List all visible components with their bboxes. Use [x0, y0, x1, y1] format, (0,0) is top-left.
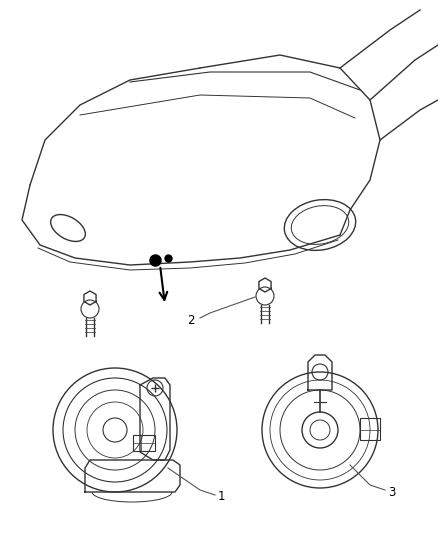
Text: 1: 1	[218, 489, 226, 503]
Text: 3: 3	[388, 486, 396, 498]
Text: 2: 2	[187, 313, 195, 327]
